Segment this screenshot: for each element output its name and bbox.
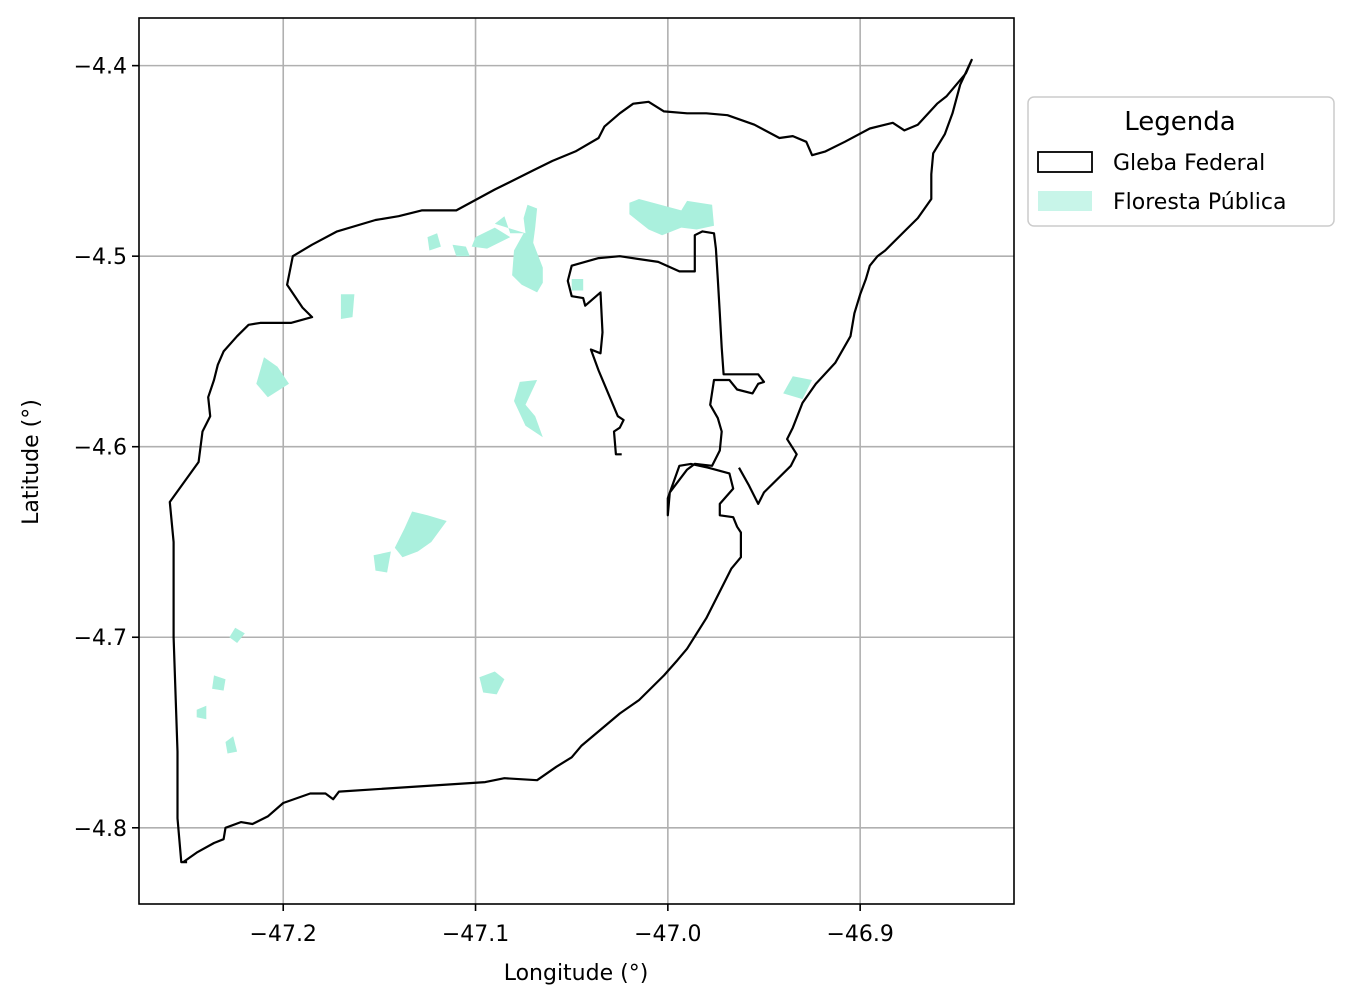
floresta-publica-polygon: [629, 199, 714, 236]
y-tick-label: −4.7: [74, 626, 127, 651]
y-axis-ticks: −4.4 −4.5 −4.6 −4.7 −4.8: [74, 55, 139, 842]
legend-title: Legenda: [1124, 107, 1235, 137]
legend-label-floresta: Floresta Pública: [1113, 190, 1286, 215]
y-axis-label: Latitude (°): [19, 399, 44, 525]
floresta-publica-polygon: [471, 227, 511, 249]
floresta-publica-polygon: [340, 294, 355, 319]
grid-lines: [139, 18, 1014, 904]
floresta-publica-polygon: [783, 376, 813, 400]
x-tick-label: −47.0: [634, 922, 701, 947]
y-tick-label: −4.4: [74, 55, 127, 80]
floresta-publica-polygon: [225, 736, 238, 754]
floresta-publica-polygon: [427, 233, 441, 251]
floresta-publica-polygon: [479, 671, 505, 695]
floresta-publica-polygon: [373, 551, 391, 573]
floresta-publica-polygon: [212, 675, 226, 691]
floresta-publica-polygon: [494, 204, 543, 293]
floresta-publica-polygon: [571, 279, 584, 291]
gleba-federal-boundary: [168, 58, 973, 864]
floresta-publica-polygon: [229, 627, 245, 643]
x-axis-ticks: −47.2 −47.1 −47.0 −46.9: [250, 904, 894, 947]
legend-swatch-gleba: [1037, 151, 1093, 173]
y-tick-label: −4.8: [74, 817, 127, 842]
gleba-federal-layer: [168, 58, 973, 864]
gleba-federal-boundary: [182, 230, 766, 863]
floresta-publica-polygon: [452, 244, 470, 257]
legend: Legenda Gleba Federal Floresta Pública: [1027, 96, 1335, 227]
legend-label-gleba: Gleba Federal: [1113, 151, 1265, 176]
floresta-publica-polygon: [196, 705, 207, 720]
legend-box: [1027, 96, 1335, 227]
x-tick-label: −47.1: [442, 922, 509, 947]
floresta-publica-polygon: [394, 511, 447, 558]
x-tick-label: −46.9: [826, 922, 893, 947]
x-axis-label: Longitude (°): [504, 961, 649, 986]
plot-frame: [138, 17, 1015, 905]
y-tick-label: −4.6: [74, 436, 127, 461]
y-tick-label: −4.5: [74, 245, 127, 270]
floresta-publica-layer: [196, 199, 813, 754]
legend-swatch-floresta: [1038, 191, 1092, 211]
floresta-publica-polygon: [514, 380, 543, 438]
x-tick-label: −47.2: [250, 922, 317, 947]
floresta-publica-polygon: [256, 357, 289, 398]
